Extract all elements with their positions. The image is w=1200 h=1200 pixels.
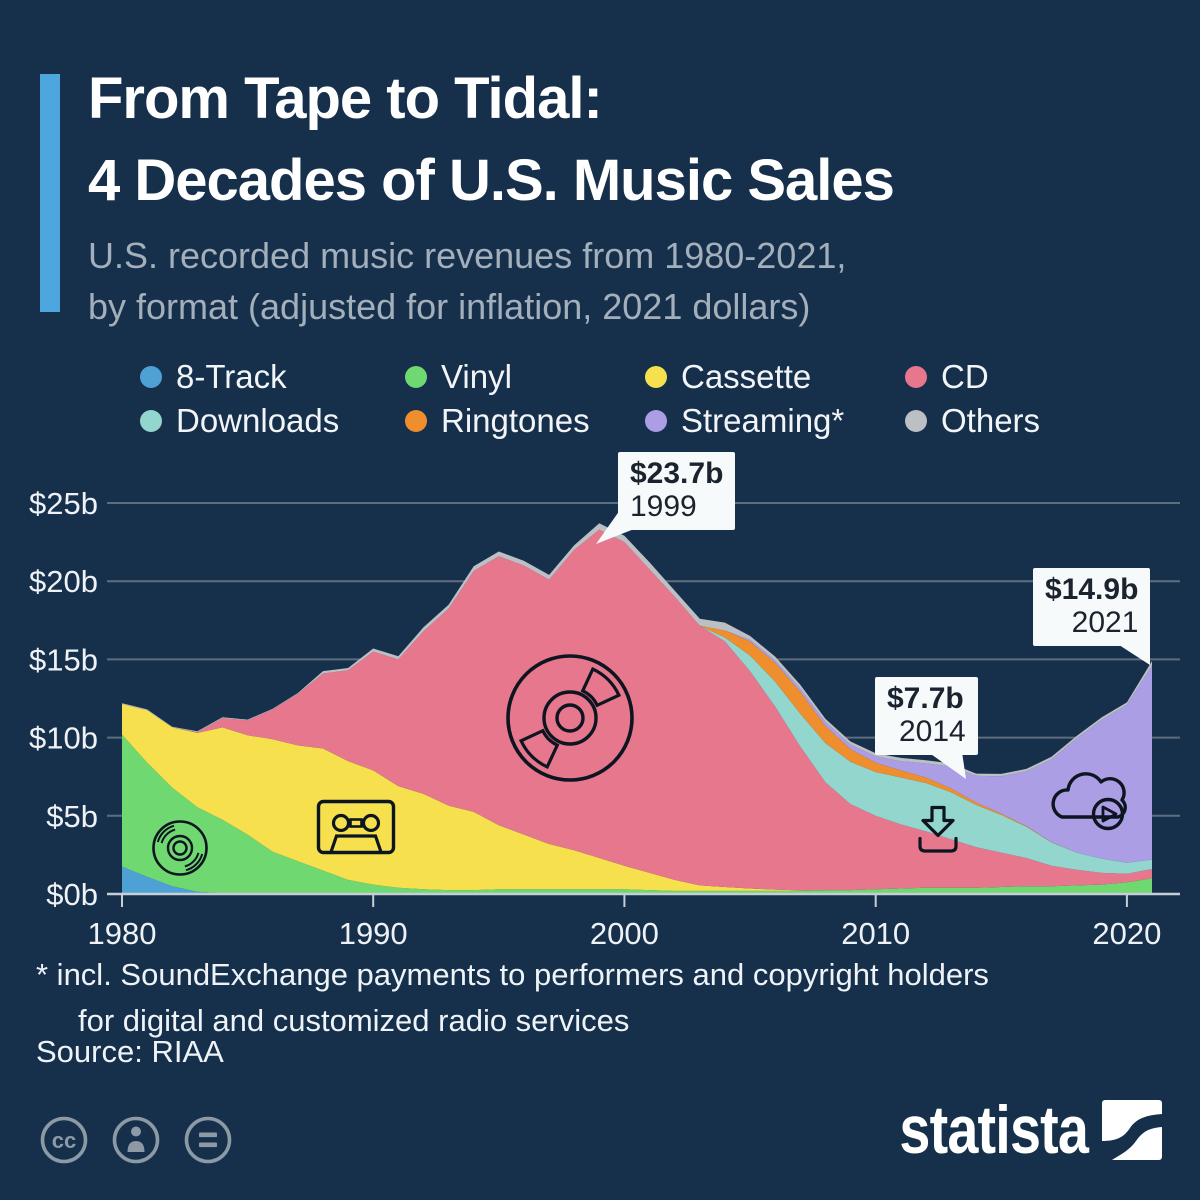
x-axis-label: 2010	[841, 916, 910, 951]
legend-dot-streaming	[645, 410, 667, 432]
annotation-2021: $14.9b 2021	[1033, 568, 1151, 665]
legend-item-streaming: Streaming*	[645, 402, 905, 440]
y-axis-label: $20b	[29, 564, 98, 599]
legend-dot-vinyl	[405, 366, 427, 388]
legend-item-vinyl: Vinyl	[405, 358, 645, 396]
y-axis-label: $5b	[46, 799, 98, 834]
legend-dot-cassette	[645, 366, 667, 388]
source-note: Source: RIAA	[36, 1034, 224, 1069]
legend-item-cd: CD	[905, 358, 1135, 396]
y-axis-label: $15b	[29, 642, 98, 677]
legend-label: Vinyl	[441, 358, 512, 395]
annotation-2014: $7.7b 2014	[875, 677, 978, 779]
statista-logo-icon	[1102, 1100, 1162, 1160]
legend-label: CD	[941, 358, 989, 395]
license-icons: cc	[40, 1116, 232, 1164]
annotation-pointer	[596, 510, 652, 544]
cloud-streaming-icon	[1051, 772, 1127, 831]
annotation-value: $7.7b	[887, 682, 964, 715]
legend-item-downloads: Downloads	[140, 402, 405, 440]
y-axis-label: $25b	[29, 486, 98, 521]
y-axis-label: $10b	[29, 721, 98, 756]
annotation-value: $23.7b	[630, 457, 724, 490]
download-icon	[918, 805, 958, 853]
legend-item-others: Others	[905, 402, 1135, 440]
legend-item-ringtones: Ringtones	[405, 402, 645, 440]
annotation-1999: $23.7b 1999	[596, 452, 736, 544]
legend-dot-8-track	[140, 366, 162, 388]
x-axis-label: 1990	[339, 916, 408, 951]
legend: 8-Track Vinyl Cassette CD Downloads Ring…	[140, 355, 1135, 443]
brand-logo-text: statista	[899, 1092, 1089, 1168]
legend-dot-ringtones	[405, 410, 427, 432]
area-vinyl	[122, 734, 1152, 894]
legend-label: Others	[941, 402, 1041, 439]
footnote-line-2: for digital and customized radio service…	[78, 1003, 630, 1038]
subtitle-line-2: by format (adjusted for inflation, 2021 …	[88, 286, 811, 327]
cd-icon	[506, 654, 634, 782]
legend-label: Ringtones	[441, 402, 590, 439]
page-title: From Tape to Tidal: 4 Decades of U.S. Mu…	[88, 58, 895, 222]
legend-item-8-track: 8-Track	[140, 358, 405, 396]
cassette-icon	[316, 799, 396, 855]
y-axis-label: $0b	[46, 877, 98, 912]
brand-logo: statista	[858, 1092, 1162, 1168]
area-downloads	[122, 529, 1152, 874]
x-axis-label: 2000	[590, 916, 659, 951]
vinyl-record-icon	[152, 820, 208, 876]
title-line-1: From Tape to Tidal:	[88, 66, 603, 131]
area-streaming	[122, 529, 1152, 863]
x-axis-label: 1980	[88, 916, 157, 951]
accent-bar	[40, 74, 60, 312]
x-axis-label: 2020	[1092, 916, 1161, 951]
legend-dot-others	[905, 410, 927, 432]
footnote: * incl. SoundExchange payments to perfor…	[36, 952, 989, 1044]
area-cd	[122, 529, 1152, 891]
title-line-2: 4 Decades of U.S. Music Sales	[88, 148, 895, 213]
subtitle-line-1: U.S. recorded music revenues from 1980-2…	[88, 235, 847, 276]
annotation-value: $14.9b	[1045, 573, 1139, 606]
footnote-line-1: * incl. SoundExchange payments to perfor…	[36, 957, 989, 992]
annotation-year: 1999	[630, 490, 697, 523]
legend-label: Streaming*	[681, 402, 845, 439]
legend-label: Cassette	[681, 358, 812, 395]
annotation-pointer	[927, 752, 966, 779]
legend-dot-cd	[905, 366, 927, 388]
legend-label: 8-Track	[176, 358, 287, 395]
legend-dot-downloads	[140, 410, 162, 432]
attribution-icon	[112, 1116, 160, 1164]
legend-item-cassette: Cassette	[645, 358, 905, 396]
annotation-year: 2014	[899, 715, 966, 748]
annotation-year: 2021	[1071, 606, 1139, 639]
legend-label: Downloads	[176, 402, 340, 439]
subtitle: U.S. recorded music revenues from 1980-2…	[88, 230, 846, 332]
no-derivatives-icon	[184, 1116, 232, 1164]
annotation-pointer	[1116, 643, 1151, 665]
svg-text:cc: cc	[52, 1128, 76, 1153]
cc-icon: cc	[40, 1116, 88, 1164]
